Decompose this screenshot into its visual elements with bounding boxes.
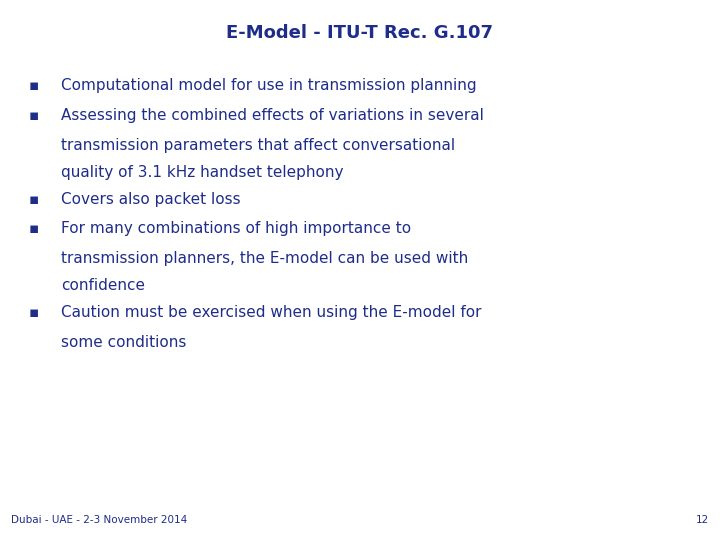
Text: Covers also packet loss: Covers also packet loss [61,192,240,207]
Text: quality of 3.1 kHz handset telephony: quality of 3.1 kHz handset telephony [61,165,343,180]
Text: some conditions: some conditions [61,335,186,350]
Text: Assessing the combined effects of variations in several: Assessing the combined effects of variat… [61,108,484,123]
Text: ▪: ▪ [29,108,39,123]
Text: ▪: ▪ [29,221,39,237]
Text: ▪: ▪ [29,305,39,320]
Text: Caution must be exercised when using the E-model for: Caution must be exercised when using the… [61,305,482,320]
Text: confidence: confidence [61,278,145,293]
Text: For many combinations of high importance to: For many combinations of high importance… [61,221,411,237]
Text: E-Model - ITU-T Rec. G.107: E-Model - ITU-T Rec. G.107 [227,24,493,42]
Text: transmission planners, the E-model can be used with: transmission planners, the E-model can b… [61,251,469,266]
Text: Computational model for use in transmission planning: Computational model for use in transmiss… [61,78,477,93]
Text: ▪: ▪ [29,78,39,93]
Text: Dubai - UAE - 2-3 November 2014: Dubai - UAE - 2-3 November 2014 [11,515,187,525]
Text: 12: 12 [696,515,709,525]
Text: ▪: ▪ [29,192,39,207]
Text: transmission parameters that affect conversational: transmission parameters that affect conv… [61,138,455,153]
